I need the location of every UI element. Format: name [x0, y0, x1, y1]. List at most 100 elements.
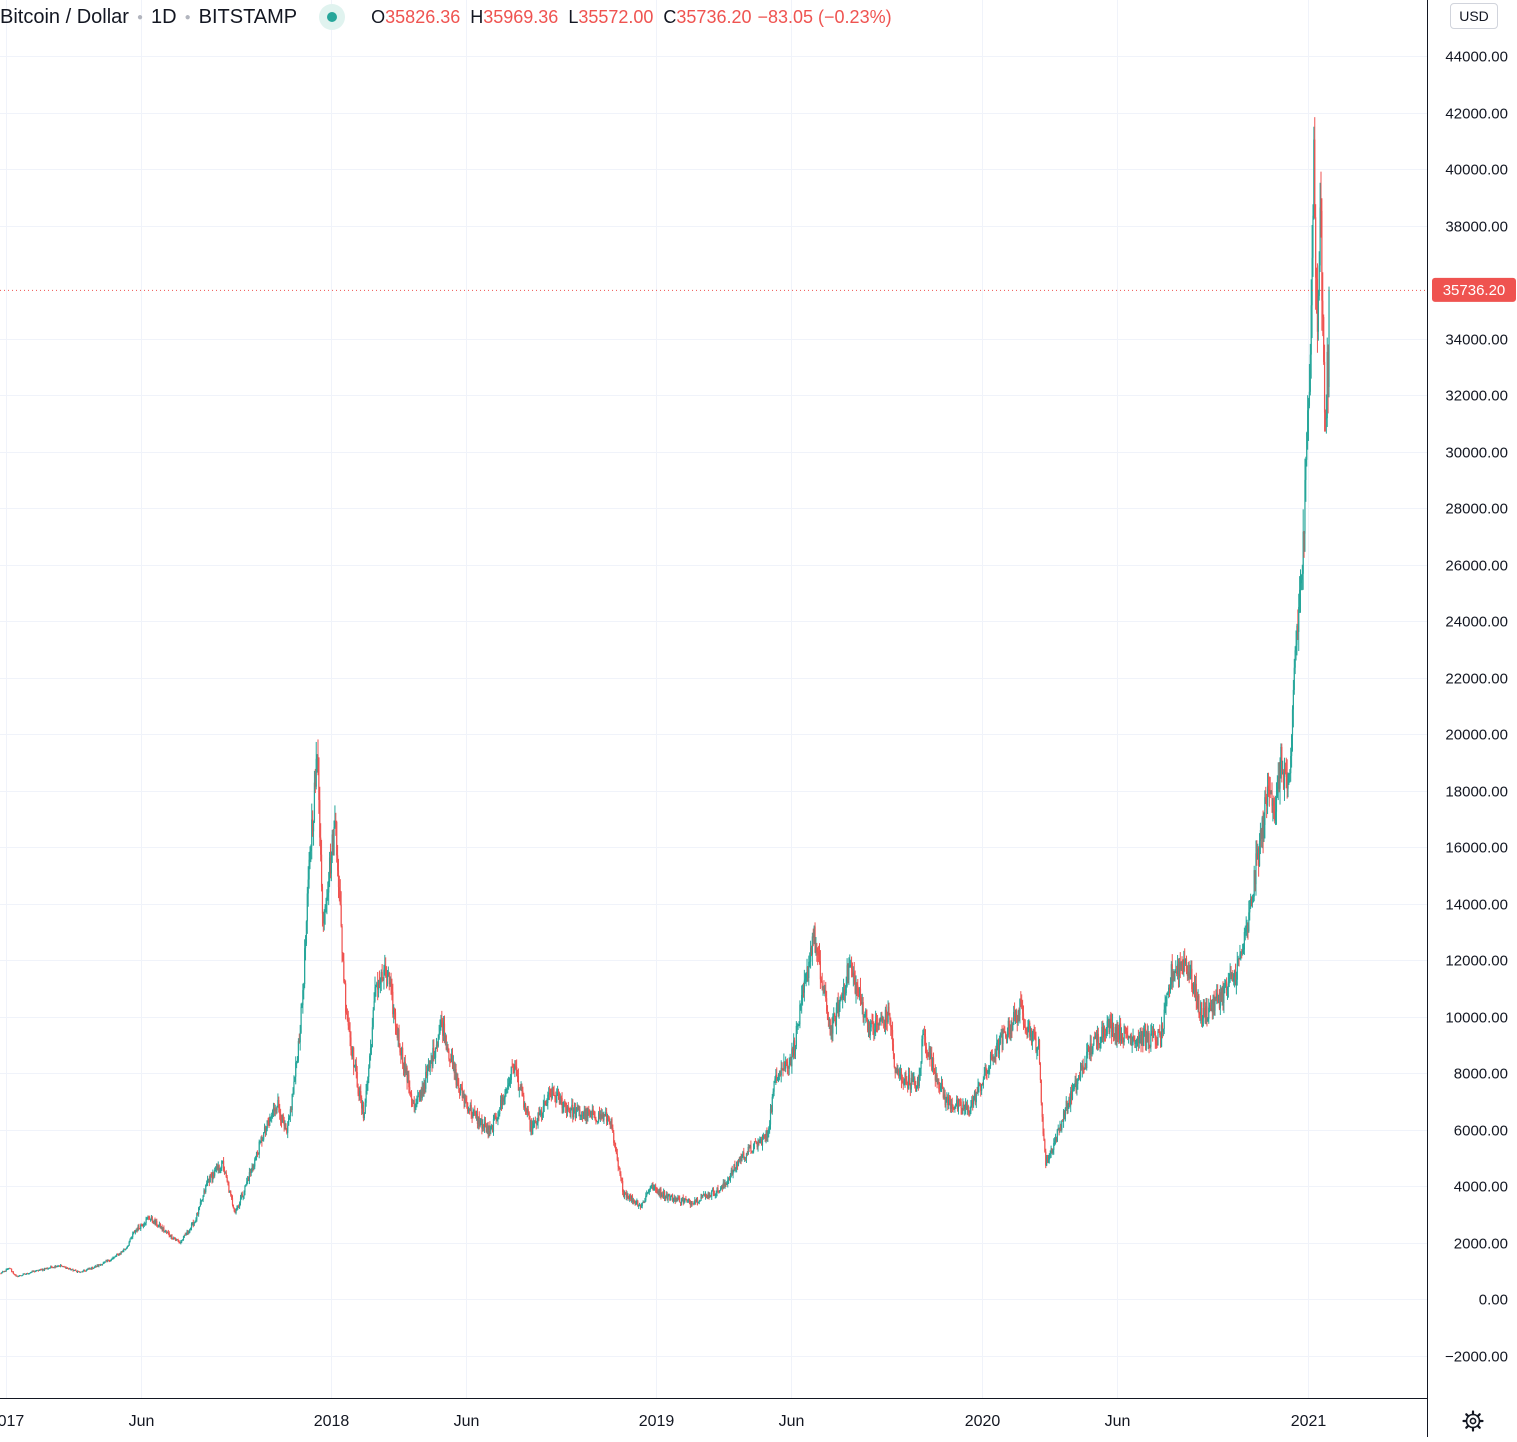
candle-body	[765, 1131, 767, 1138]
candle-body	[142, 1224, 145, 1226]
candle-body	[728, 1178, 731, 1181]
candle-body	[1325, 418, 1327, 420]
candle	[1047, 1154, 1050, 1164]
candle-body	[657, 1191, 659, 1194]
candle-body	[193, 1222, 195, 1226]
candle-body	[1248, 912, 1250, 932]
candle-body	[647, 1191, 650, 1193]
candle	[159, 1222, 161, 1229]
candle-body	[249, 1172, 251, 1174]
candle-body	[1217, 999, 1220, 1003]
candle	[313, 770, 316, 824]
candle-body	[1185, 958, 1187, 964]
candle	[170, 1234, 172, 1239]
candle	[463, 1089, 465, 1109]
candle-body	[246, 1181, 248, 1186]
candle	[359, 1086, 361, 1101]
market-status-icon[interactable]	[319, 4, 346, 30]
interval-label[interactable]: 1D	[150, 5, 177, 28]
candle	[1135, 1039, 1137, 1049]
candle	[322, 911, 324, 932]
candle-body	[877, 1024, 879, 1025]
candle	[357, 1083, 359, 1097]
candle	[988, 1064, 990, 1079]
candle	[295, 1056, 297, 1085]
candle	[755, 1140, 757, 1145]
candle	[1058, 1127, 1060, 1136]
exchange-label[interactable]: BITSTAMP	[198, 5, 298, 28]
candle	[472, 1107, 474, 1119]
candle	[1079, 1071, 1081, 1080]
candle	[1324, 409, 1327, 432]
candle	[581, 1111, 583, 1121]
candle	[257, 1152, 259, 1155]
candle-body	[1237, 958, 1239, 964]
candle-body	[304, 948, 306, 985]
candle-body	[743, 1152, 745, 1159]
candle-body	[1113, 1035, 1115, 1039]
price-tick-label: 16000.00	[1445, 840, 1508, 857]
symbol-name[interactable]: Bitcoin / Dollar	[0, 5, 129, 28]
candle	[804, 973, 806, 984]
candle-body	[963, 1104, 965, 1110]
candle	[534, 1116, 536, 1124]
candle-body	[1095, 1035, 1098, 1043]
candle-body	[435, 1044, 438, 1049]
candle-body	[1161, 1025, 1164, 1032]
candle-body	[989, 1065, 991, 1067]
candle	[713, 1190, 715, 1196]
candle-body	[827, 1019, 830, 1021]
candle	[659, 1187, 661, 1198]
candle	[443, 1015, 446, 1044]
candle	[48, 1267, 50, 1269]
candle-body	[1101, 1026, 1103, 1043]
candle	[208, 1175, 210, 1187]
candle	[811, 932, 813, 966]
candle	[558, 1091, 560, 1105]
candle-body	[151, 1217, 153, 1222]
candle-body	[548, 1092, 550, 1095]
candle-body	[186, 1231, 188, 1235]
candle-body	[440, 1020, 442, 1028]
candle-body	[668, 1195, 670, 1197]
candle	[1102, 1020, 1104, 1043]
candle	[518, 1087, 520, 1098]
candle	[242, 1195, 244, 1201]
candle	[785, 1059, 788, 1067]
candle	[320, 823, 322, 862]
candle	[872, 1014, 874, 1035]
candle-body	[739, 1156, 741, 1161]
candle	[481, 1114, 483, 1135]
currency-button[interactable]: USD	[1450, 3, 1498, 29]
candle-body	[269, 1117, 271, 1123]
candle	[131, 1236, 133, 1240]
candle	[438, 1024, 440, 1040]
candle-body	[1209, 1005, 1211, 1008]
candle-body	[333, 826, 335, 855]
candle-body	[1239, 954, 1241, 960]
candle-body	[637, 1201, 639, 1207]
candle-body	[539, 1112, 541, 1116]
candle-body	[874, 1031, 876, 1034]
candle-body	[442, 1023, 445, 1036]
candle	[1326, 337, 1328, 428]
candle	[432, 1039, 434, 1069]
candle-body	[577, 1107, 579, 1110]
candle	[93, 1266, 96, 1269]
candle	[868, 1021, 870, 1039]
candle	[703, 1193, 706, 1197]
settings-gear-icon[interactable]	[1461, 1409, 1485, 1433]
candle	[70, 1269, 72, 1271]
candle	[119, 1252, 121, 1256]
candle	[1009, 1024, 1011, 1041]
candle-body	[405, 1067, 407, 1074]
candle-body	[453, 1062, 455, 1074]
candle	[152, 1220, 154, 1225]
candle	[1175, 960, 1177, 974]
candle-body	[167, 1232, 169, 1234]
candle-body	[277, 1099, 279, 1107]
candle	[716, 1187, 718, 1197]
candle	[344, 979, 346, 985]
